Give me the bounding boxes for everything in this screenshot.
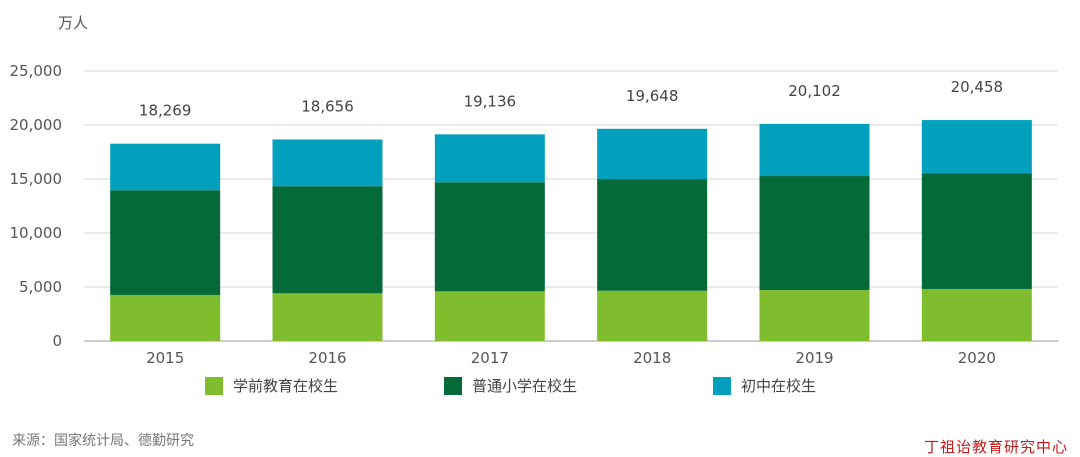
bar-segment-preschool xyxy=(434,291,545,341)
bar-segment-primary xyxy=(272,186,383,294)
bar-segment-primary xyxy=(434,182,545,292)
legend-item-primary: 普通小学在校生 xyxy=(444,375,577,396)
y-axis-unit: 万人 xyxy=(58,14,89,32)
y-tick-label: 25,000 xyxy=(10,62,63,80)
bar-segment-primary xyxy=(597,179,708,291)
bar-segment-preschool xyxy=(921,288,1032,341)
bar-segment-primary xyxy=(110,190,221,295)
legend-swatch-preschool xyxy=(205,376,223,395)
watermark: 丁祖诒教育研究中心 xyxy=(923,438,1068,456)
bar-segment-junior xyxy=(434,134,545,183)
legend-item-junior: 初中在校生 xyxy=(713,375,816,396)
bar-segment-junior xyxy=(759,123,870,177)
bar-segment-primary xyxy=(921,173,1032,289)
y-tick-label: 5,000 xyxy=(19,278,62,296)
total-label: 20,458 xyxy=(951,78,1004,96)
bar-segment-preschool xyxy=(272,293,383,341)
legend-item-preschool: 学前教育在校生 xyxy=(205,375,338,396)
y-tick-label: 10,000 xyxy=(10,224,63,242)
y-tick-label: 20,000 xyxy=(10,116,63,134)
x-tick-label: 2019 xyxy=(795,349,833,367)
stacked-bar-chart: 0 5,000 10,000 15,000 20,000 25,000 18,269 2015… xyxy=(10,62,1058,367)
y-tick-label: 0 xyxy=(52,332,62,350)
bar-segment-primary xyxy=(759,176,870,291)
source-note: 来源：国家统计局、德勤研究 xyxy=(12,433,194,449)
total-label: 19,648 xyxy=(626,87,679,105)
legend-label-preschool: 学前教育在校生 xyxy=(233,377,339,395)
bar-segment-junior xyxy=(272,139,383,187)
legend: 学前教育在校生 普通小学在校生 初中在校生 xyxy=(0,375,1080,399)
x-tick-label: 2018 xyxy=(633,349,671,367)
bar-segment-preschool xyxy=(759,290,870,341)
legend-swatch-primary xyxy=(444,376,462,395)
total-label: 19,136 xyxy=(464,92,517,110)
bar-segment-preschool xyxy=(110,294,221,341)
legend-label-primary: 普通小学在校生 xyxy=(472,377,578,395)
total-label: 18,656 xyxy=(301,98,354,116)
total-label: 18,269 xyxy=(139,102,192,120)
bar-segment-junior xyxy=(921,120,1032,174)
legend-swatch-junior xyxy=(713,376,731,395)
total-label: 20,102 xyxy=(788,82,841,100)
x-tick-label: 2016 xyxy=(308,349,346,367)
bar-segment-junior xyxy=(110,143,221,191)
x-tick-label: 2017 xyxy=(471,349,509,367)
x-tick-label: 2020 xyxy=(958,349,996,367)
y-tick-label: 15,000 xyxy=(10,170,63,188)
legend-label-junior: 初中在校生 xyxy=(741,377,817,395)
bar-segment-preschool xyxy=(597,290,708,341)
bar-segment-junior xyxy=(597,128,708,180)
x-tick-label: 2015 xyxy=(146,349,184,367)
